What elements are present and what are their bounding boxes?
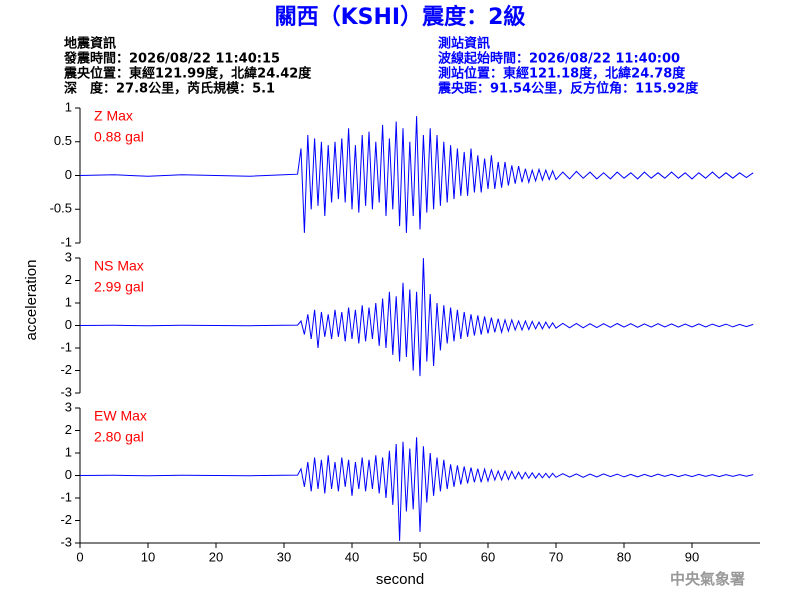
y-tick-label: 1 — [65, 99, 72, 114]
y-tick-label: -1 — [60, 489, 72, 504]
max-label: 2.80 gal — [94, 429, 144, 445]
x-tick-label: 90 — [685, 549, 699, 564]
chart-title: 關西（KSHI）震度：2級 — [275, 4, 526, 30]
info-line: 發震時間：2026/08/22 11:40:15 — [63, 51, 280, 67]
y-tick-label: 2 — [65, 272, 72, 287]
x-tick-label: 30 — [277, 549, 291, 564]
info-line: 震央位置：東經121.99度，北緯24.42度 — [63, 66, 312, 82]
y-tick-label: 1 — [65, 444, 72, 459]
y-tick-label: 3 — [65, 249, 72, 264]
x-tick-label: 10 — [141, 549, 155, 564]
footer: 中央氣象署 — [670, 570, 745, 588]
y-axis-label: acceleration — [23, 260, 40, 341]
waveform — [79, 437, 754, 541]
y-tick-label: 0 — [65, 167, 72, 182]
y-tick-label: -3 — [60, 384, 72, 399]
y-tick-label: 3 — [65, 399, 72, 414]
component-label: EW Max — [94, 408, 147, 424]
max-label: 0.88 gal — [94, 129, 144, 145]
y-tick-label: -1 — [60, 234, 72, 249]
x-tick-label: 60 — [481, 549, 495, 564]
info-line: 深 度：27.8公里，芮氏規模：5.1 — [64, 81, 275, 97]
max-label: 2.99 gal — [94, 279, 144, 295]
info-line: 震央距：91.54公里，反方位角：115.92度 — [437, 81, 699, 97]
x-tick-label: 80 — [617, 549, 631, 564]
x-tick-label: 0 — [76, 549, 83, 564]
info-line: 測站資訊 — [438, 36, 490, 52]
y-tick-label: -2 — [60, 512, 72, 527]
y-tick-label: 1 — [65, 294, 72, 309]
x-axis-label: second — [376, 571, 424, 588]
waveform — [79, 258, 754, 377]
info-line: 波線起始時間：2026/08/22 11:40:00 — [438, 51, 680, 67]
y-tick-label: -1 — [60, 339, 72, 354]
y-tick-label: 2 — [65, 422, 72, 437]
info-line: 測站位置：東經121.18度，北緯24.78度 — [438, 66, 686, 82]
x-tick-label: 20 — [209, 549, 223, 564]
info-line: 地震資訊 — [64, 36, 116, 52]
y-tick-label: 0 — [65, 317, 72, 332]
component-label: Z Max — [94, 108, 133, 124]
component-label: NS Max — [94, 258, 144, 274]
y-tick-label: 0 — [65, 467, 72, 482]
x-tick-label: 50 — [413, 549, 427, 564]
y-tick-label: -3 — [60, 534, 72, 549]
x-tick-label: 70 — [549, 549, 563, 564]
x-tick-label: 40 — [345, 549, 359, 564]
y-tick-label: 0.5 — [54, 133, 72, 148]
y-tick-label: -2 — [60, 362, 72, 377]
y-tick-label: -0.5 — [50, 201, 72, 216]
waveform — [79, 116, 754, 233]
